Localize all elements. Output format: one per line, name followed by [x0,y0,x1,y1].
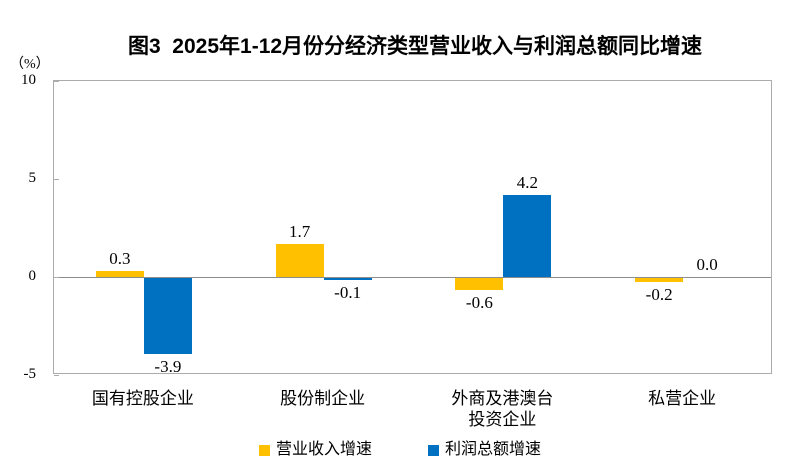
y-tick-label: 0 [28,268,37,284]
y-tick-label: 5 [28,170,37,186]
y-tick-label: 10 [21,72,36,88]
legend-item-profit-growth: 利润总额增速 [428,441,541,459]
data-label-revenue-growth-2: -0.6 [465,292,493,312]
legend-swatch-profit-growth [428,444,439,456]
bar-revenue-growth-1 [275,243,324,277]
chart-title: 图3 2025年1-12月份分经济类型营业收入与利润总额同比增速 [127,35,703,58]
data-label-revenue-growth-1: 1.7 [289,221,311,241]
y-tick-mark [54,179,59,180]
data-label-revenue-growth-3: -0.2 [645,284,673,304]
data-label-revenue-growth-0: 0.3 [109,249,131,269]
y-tick-mark [54,375,59,376]
category-label-3: 私营企业 [648,389,717,408]
data-label-profit-growth-2: 4.2 [516,172,538,192]
bar-revenue-growth-2 [455,278,504,290]
category-label-0: 国有控股企业 [91,389,194,408]
legend-item-revenue-growth: 营业收入增速 [258,441,372,459]
bar-profit-growth-0 [143,278,192,355]
bar-revenue-growth-0 [95,271,144,277]
bar-revenue-growth-3 [635,278,684,282]
bar-profit-growth-1 [323,278,372,280]
zero-gridline [54,277,771,278]
category-label-1: 股份制企业 [280,389,366,408]
category-label-2: 外商及港澳台 投资企业 [451,389,554,429]
legend-label-profit-growth: 利润总额增速 [445,441,542,458]
data-label-profit-growth-1: -0.1 [334,282,362,302]
plot-area: 0.3 1.7 -0.6 -0.2 -3.9 -0.1 4.2 0.0 [53,80,772,377]
data-label-profit-growth-3: 0.0 [696,255,718,274]
y-axis-unit-label: （%） [10,57,50,72]
data-label-profit-growth-0: -3.9 [154,357,182,377]
legend: 营业收入增速 利润总额增速 [0,441,800,459]
y-tick-label: -5 [23,366,37,382]
legend-label-revenue-growth: 营业收入增速 [275,441,372,458]
y-tick-mark [54,81,59,82]
legend-swatch-revenue-growth [258,444,270,456]
bar-profit-growth-2 [503,194,552,277]
y-tick-mark [54,277,59,278]
